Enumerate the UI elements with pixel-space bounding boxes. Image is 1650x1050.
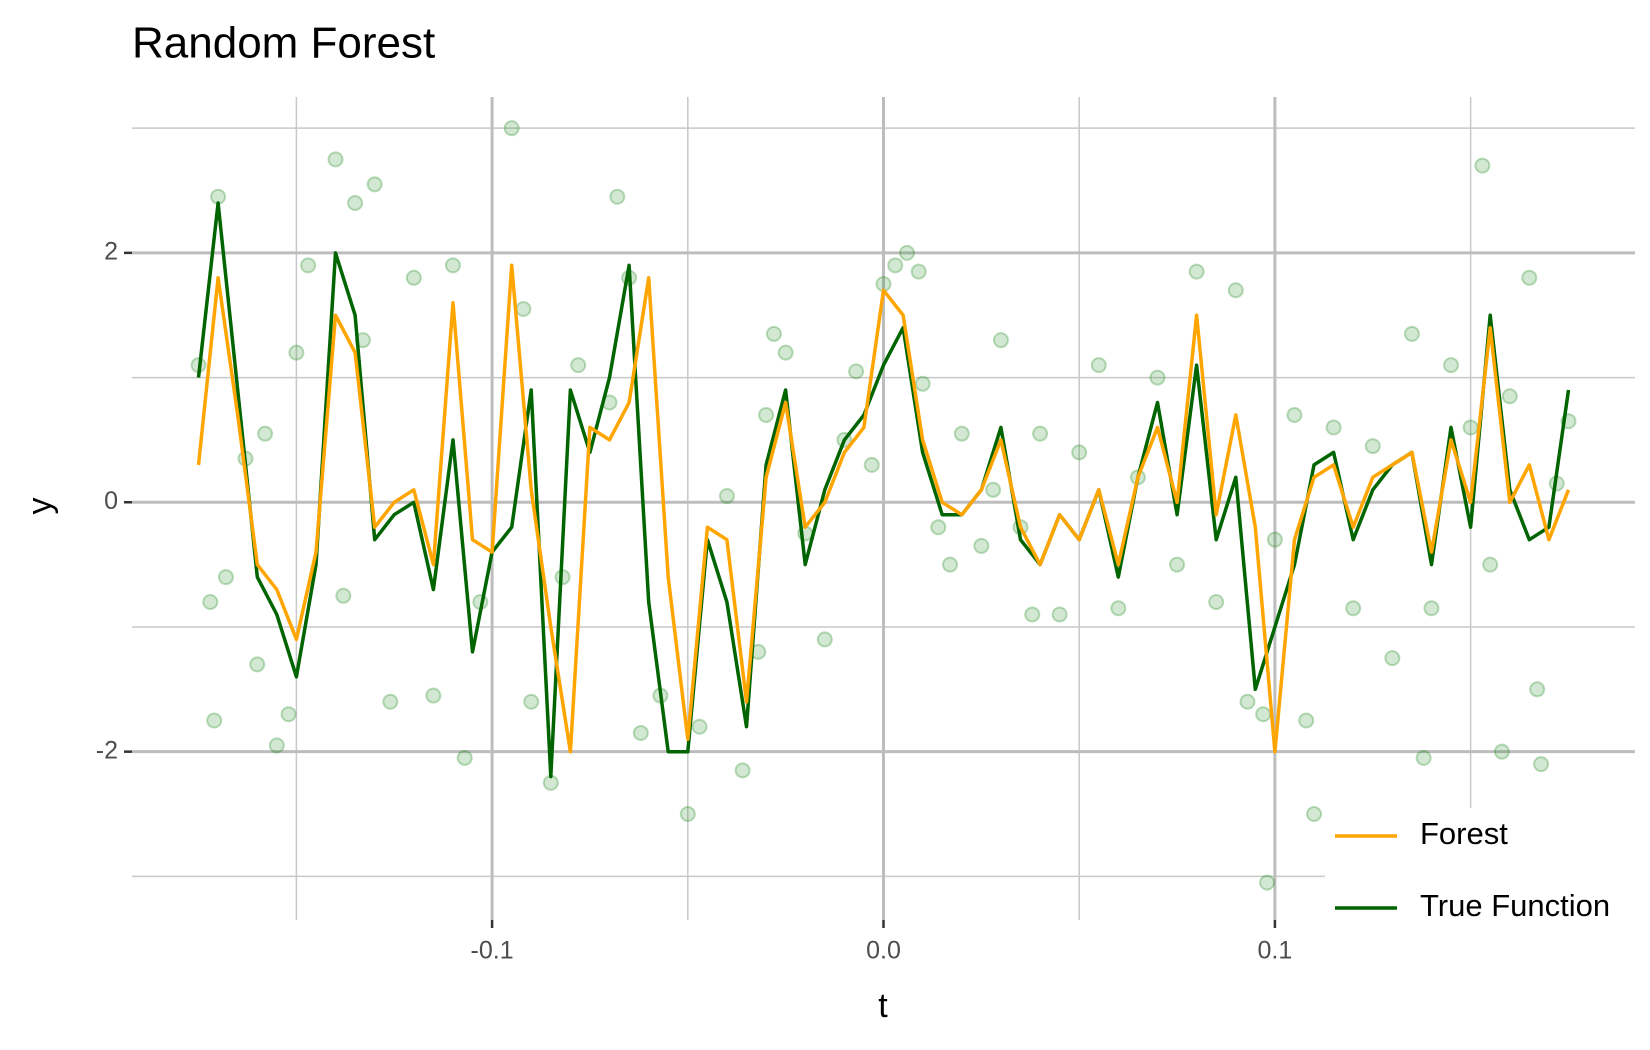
observation-point bbox=[914, 375, 931, 392]
observation-point bbox=[887, 257, 904, 274]
observation-point bbox=[1169, 556, 1186, 573]
observation-point bbox=[1188, 263, 1205, 280]
x-tick-label: -0.1 bbox=[471, 937, 514, 965]
x-tick-label: 0.0 bbox=[866, 937, 901, 965]
observation-point bbox=[456, 749, 473, 766]
observation-point bbox=[1110, 600, 1127, 617]
observation-point bbox=[1415, 749, 1432, 766]
observation-point bbox=[1051, 606, 1068, 623]
observation-point bbox=[1462, 419, 1479, 436]
observation-point bbox=[570, 357, 587, 374]
observation-point bbox=[405, 269, 422, 286]
observation-point bbox=[288, 344, 305, 361]
observation-point bbox=[300, 257, 317, 274]
observation-point bbox=[691, 718, 708, 735]
observation-point bbox=[503, 120, 520, 137]
observation-point bbox=[1298, 712, 1315, 729]
observation-point bbox=[1266, 531, 1283, 548]
observation-point bbox=[777, 344, 794, 361]
observation-point bbox=[268, 737, 285, 754]
observation-point bbox=[973, 537, 990, 554]
observation-point bbox=[992, 332, 1009, 349]
series-line bbox=[196, 263, 1571, 754]
observation-point bbox=[679, 806, 696, 823]
observation-point bbox=[1024, 606, 1041, 623]
observation-point bbox=[1286, 406, 1303, 423]
observation-point bbox=[425, 687, 442, 704]
y-tick-label: 2 bbox=[104, 237, 118, 265]
observation-point bbox=[718, 488, 735, 505]
observation-point bbox=[1306, 806, 1323, 823]
legend-label: Forest bbox=[1420, 816, 1508, 851]
observation-point bbox=[217, 569, 234, 586]
observation-point bbox=[734, 762, 751, 779]
x-axis-label: t bbox=[878, 987, 888, 1025]
observation-point bbox=[1259, 874, 1276, 891]
observation-point bbox=[1227, 282, 1244, 299]
chart-title: Random Forest bbox=[132, 19, 435, 68]
observation-point bbox=[1090, 357, 1107, 374]
observation-point bbox=[1239, 693, 1256, 710]
observation-point bbox=[1149, 369, 1166, 386]
observation-point bbox=[444, 257, 461, 274]
y-tick-label: -2 bbox=[96, 736, 118, 764]
observation-point bbox=[335, 587, 352, 604]
observation-point bbox=[848, 363, 865, 380]
legend-background bbox=[1325, 808, 1650, 948]
observation-point bbox=[910, 263, 927, 280]
observation-point bbox=[206, 712, 223, 729]
observation-point bbox=[758, 406, 775, 423]
observation-point bbox=[1474, 157, 1491, 174]
observation-point bbox=[985, 481, 1002, 498]
observation-point bbox=[816, 631, 833, 648]
legend-label: True Function bbox=[1420, 888, 1610, 923]
observation-point bbox=[898, 244, 915, 261]
observation-point bbox=[1384, 650, 1401, 667]
observation-point bbox=[863, 456, 880, 473]
x-tick-label: 0.1 bbox=[1258, 937, 1293, 965]
observation-point bbox=[347, 194, 364, 211]
observation-point bbox=[382, 693, 399, 710]
observation-point bbox=[515, 300, 532, 317]
observation-point bbox=[257, 425, 274, 442]
observation-point bbox=[1325, 419, 1342, 436]
observation-point bbox=[1501, 388, 1518, 405]
observation-point bbox=[1345, 600, 1362, 617]
observation-point bbox=[327, 151, 344, 168]
observation-point bbox=[1403, 325, 1420, 342]
observation-point bbox=[632, 724, 649, 741]
observation-point bbox=[1364, 438, 1381, 455]
observation-point bbox=[1493, 743, 1510, 760]
observation-point bbox=[765, 325, 782, 342]
observation-point bbox=[366, 176, 383, 193]
observation-point bbox=[1529, 681, 1546, 698]
observation-point bbox=[523, 693, 540, 710]
observation-point bbox=[1255, 706, 1272, 723]
observation-point bbox=[942, 556, 959, 573]
observation-point bbox=[249, 656, 266, 673]
observation-point bbox=[1482, 556, 1499, 573]
y-tick-label: 0 bbox=[104, 487, 118, 515]
observation-point bbox=[280, 706, 297, 723]
observation-point bbox=[1423, 600, 1440, 617]
observation-point bbox=[1208, 594, 1225, 611]
observation-point bbox=[1443, 357, 1460, 374]
observation-point bbox=[202, 594, 219, 611]
observation-point bbox=[1533, 756, 1550, 773]
observation-point bbox=[1521, 269, 1538, 286]
observation-point bbox=[953, 425, 970, 442]
observation-point bbox=[609, 188, 626, 205]
observation-point bbox=[930, 519, 947, 536]
observation-point bbox=[1071, 444, 1088, 461]
y-axis-label: y bbox=[21, 498, 59, 515]
observation-point bbox=[1032, 425, 1049, 442]
